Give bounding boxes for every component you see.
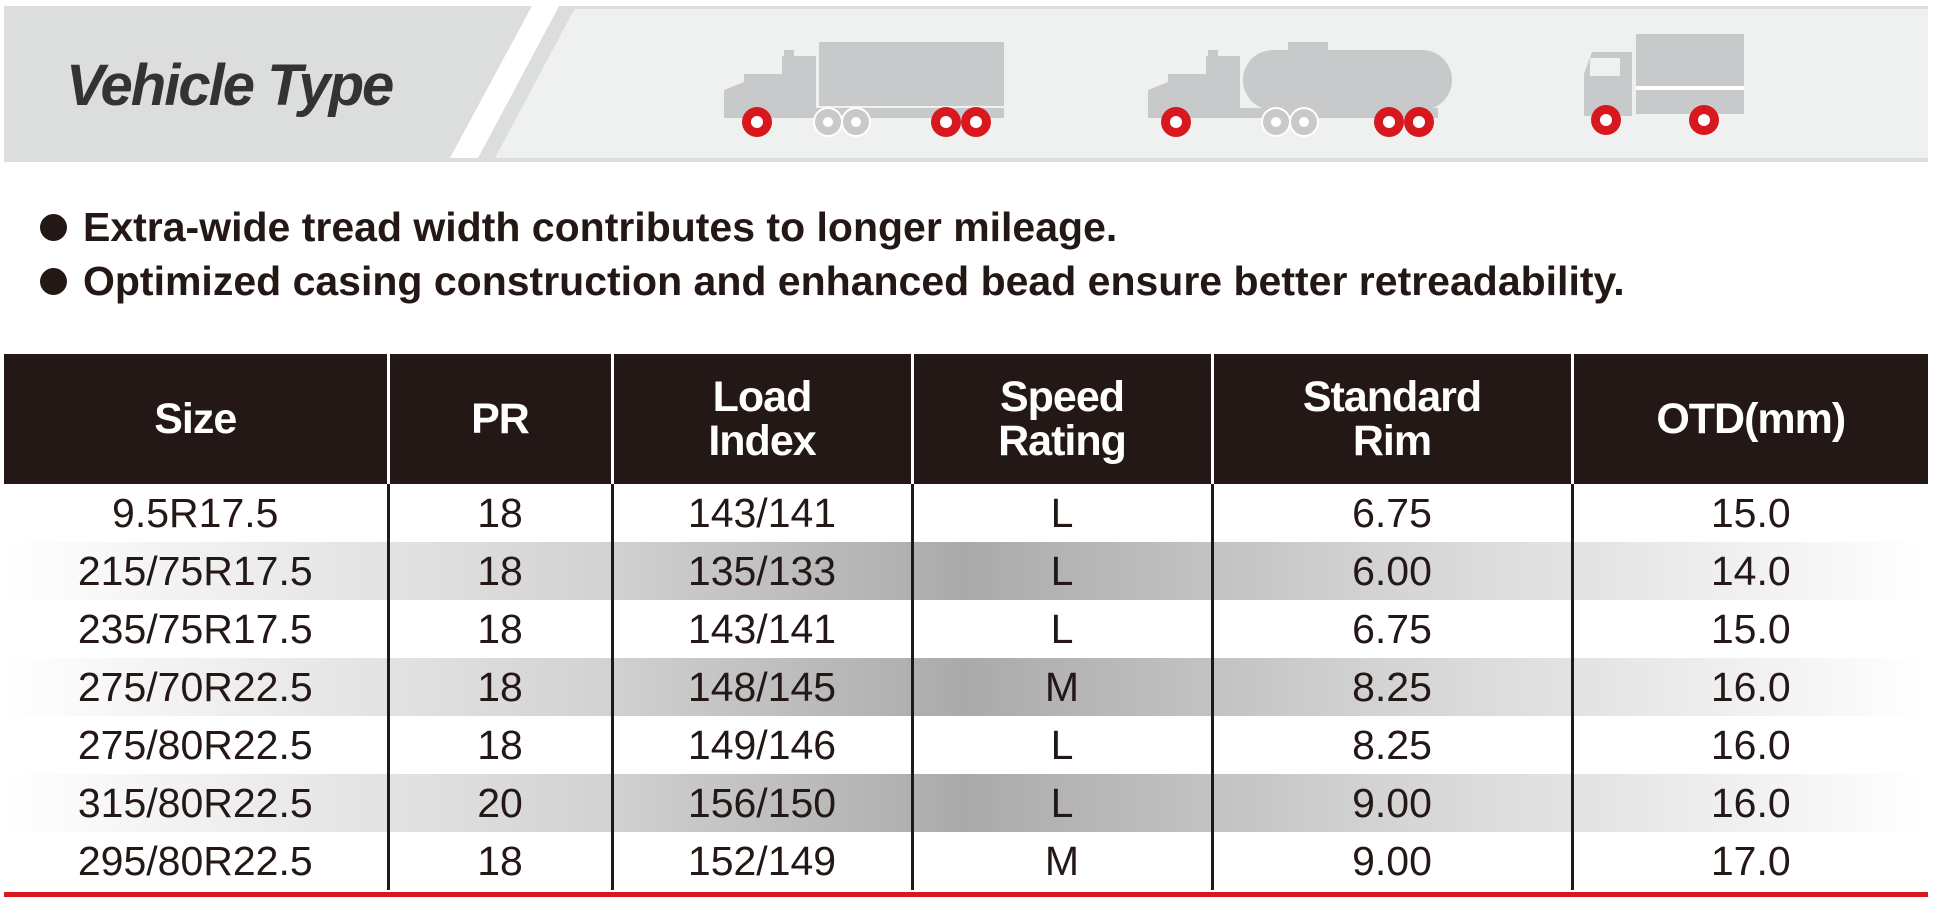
cell-standard-rim: 9.00 bbox=[1210, 774, 1572, 832]
cell-standard-rim: 8.25 bbox=[1210, 716, 1572, 774]
feature-item: Optimized casing construction and enhanc… bbox=[40, 254, 1625, 308]
header-standard-rim: Standard Rim bbox=[1210, 354, 1572, 484]
cell-standard-rim: 6.75 bbox=[1210, 600, 1572, 658]
cell-speed-rating: L bbox=[910, 542, 1212, 600]
feature-list: Extra-wide tread width contributes to lo… bbox=[40, 200, 1625, 308]
cell-size: 315/80R22.5 bbox=[77, 779, 313, 826]
cell-size: 295/80R22.5 bbox=[77, 837, 313, 884]
cell-load-index: 143/141 bbox=[610, 484, 912, 542]
cell-pr: 18 bbox=[386, 542, 612, 600]
cell-otd: 17.0 bbox=[1570, 832, 1928, 890]
header-speed-rating: Speed Rating bbox=[910, 354, 1212, 484]
cell-otd: 16.0 bbox=[1570, 658, 1928, 716]
cell-load-index: 152/149 bbox=[610, 832, 912, 890]
tire-spec-table: Size PR Load Index Speed Rating Standard Ri… bbox=[4, 354, 1928, 890]
table-row: 315/80R22.5 20 156/150 L 9.00 16.0 bbox=[4, 774, 1928, 832]
cell-load-index: 156/150 bbox=[610, 774, 912, 832]
table-row: 215/75R17.5 18 135/133 L 6.00 14.0 bbox=[4, 542, 1928, 600]
cell-speed-rating: M bbox=[910, 832, 1212, 890]
cell-load-index: 135/133 bbox=[610, 542, 912, 600]
cell-otd: 14.0 bbox=[1570, 542, 1928, 600]
header-otd: OTD(mm) bbox=[1570, 354, 1928, 484]
cell-standard-rim: 6.00 bbox=[1210, 542, 1572, 600]
cell-otd: 16.0 bbox=[1570, 774, 1928, 832]
header-size: Size bbox=[4, 354, 388, 484]
table-row: 275/70R22.5 18 148/145 M 8.25 16.0 bbox=[4, 658, 1928, 716]
tanker-truck-icon bbox=[1148, 42, 1452, 137]
cell-speed-rating: M bbox=[910, 658, 1212, 716]
table-row: 235/75R17.5 18 143/141 L 6.75 15.0 bbox=[4, 600, 1928, 658]
cell-load-index: 143/141 bbox=[610, 600, 912, 658]
table-row: 9.5R17.5 18 143/141 L 6.75 15.0 bbox=[4, 484, 1928, 542]
header-title: Vehicle Type bbox=[66, 53, 394, 118]
cell-otd: 16.0 bbox=[1570, 716, 1928, 774]
cell-pr: 20 bbox=[386, 774, 612, 832]
bullet-icon bbox=[40, 213, 67, 241]
cell-size: 275/70R22.5 bbox=[77, 663, 313, 710]
cell-pr: 18 bbox=[386, 600, 612, 658]
cell-pr: 18 bbox=[386, 484, 612, 542]
table-bottom-rule bbox=[4, 892, 1928, 897]
feature-text: Optimized casing construction and enhanc… bbox=[83, 258, 1625, 304]
cell-size: 215/75R17.5 bbox=[77, 547, 313, 594]
cell-size: 275/80R22.5 bbox=[77, 721, 313, 768]
cell-otd: 15.0 bbox=[1570, 484, 1928, 542]
vehicle-type-header: Vehicle Type bbox=[4, 6, 1928, 164]
header-load-index: Load Index bbox=[610, 354, 912, 484]
feature-item: Extra-wide tread width contributes to lo… bbox=[40, 200, 1625, 254]
cell-speed-rating: L bbox=[910, 716, 1212, 774]
cell-speed-rating: L bbox=[910, 774, 1212, 832]
cell-standard-rim: 6.75 bbox=[1210, 484, 1572, 542]
table-row: 295/80R22.5 18 152/149 M 9.00 17.0 bbox=[4, 832, 1928, 890]
table-row: 275/80R22.5 18 149/146 L 8.25 16.0 bbox=[4, 716, 1928, 774]
cell-otd: 15.0 bbox=[1570, 600, 1928, 658]
cell-load-index: 149/146 bbox=[610, 716, 912, 774]
cell-pr: 18 bbox=[386, 832, 612, 890]
cell-speed-rating: L bbox=[910, 600, 1212, 658]
cell-load-index: 148/145 bbox=[610, 658, 912, 716]
cell-pr: 18 bbox=[386, 658, 612, 716]
feature-text: Extra-wide tread width contributes to lo… bbox=[83, 204, 1118, 250]
bullet-icon bbox=[40, 267, 67, 295]
box-truck-icon bbox=[1584, 34, 1744, 135]
cell-standard-rim: 8.25 bbox=[1210, 658, 1572, 716]
cell-standard-rim: 9.00 bbox=[1210, 832, 1572, 890]
header-pr: PR bbox=[386, 354, 612, 484]
cell-size: 235/75R17.5 bbox=[77, 605, 313, 652]
cell-speed-rating: L bbox=[910, 484, 1212, 542]
tractor-trailer-icon bbox=[724, 42, 1004, 137]
cell-size: 9.5R17.5 bbox=[112, 489, 279, 536]
table-header-row: Size PR Load Index Speed Rating Standard Ri… bbox=[4, 354, 1928, 484]
cell-pr: 18 bbox=[386, 716, 612, 774]
